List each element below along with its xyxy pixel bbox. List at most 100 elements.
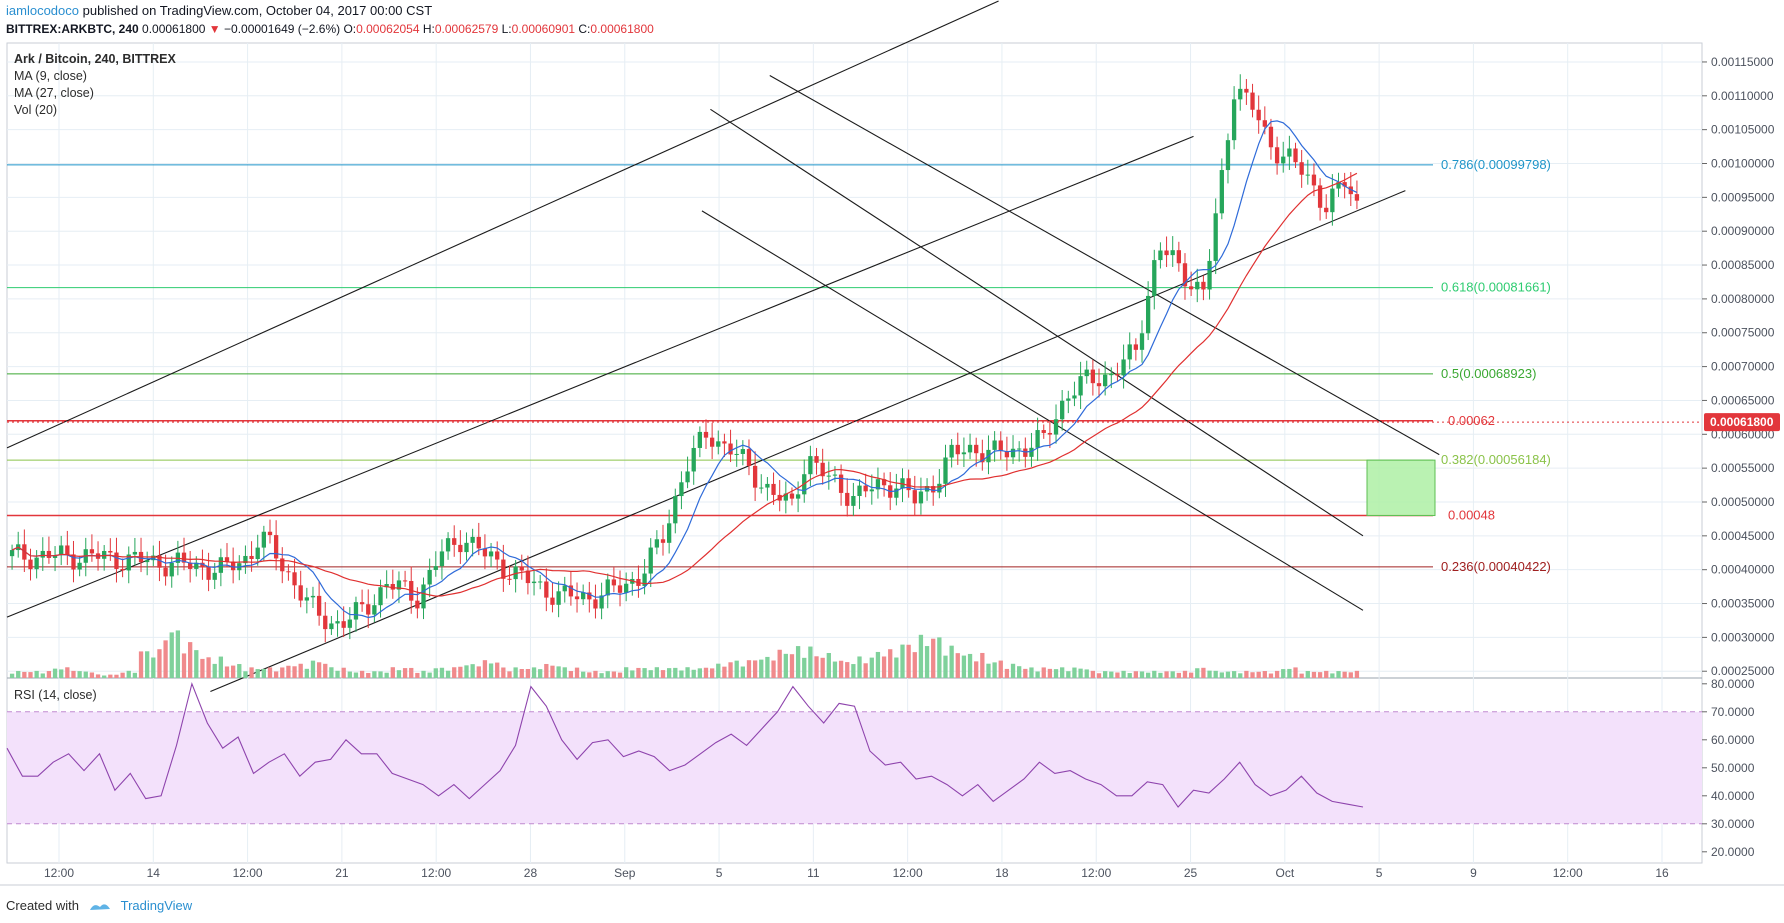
volume-bar xyxy=(1035,671,1040,678)
candle-body xyxy=(1354,194,1360,201)
publish-line: iamlocodoco published on TradingView.com… xyxy=(6,2,432,20)
price-tick-label: 0.00085000 xyxy=(1711,258,1775,272)
volume-bar xyxy=(525,669,531,678)
volume-bar xyxy=(126,670,131,678)
candle-body xyxy=(157,555,162,568)
candle-body xyxy=(992,440,997,450)
candle-body xyxy=(304,597,309,601)
volume-bar xyxy=(421,670,426,678)
candle-body xyxy=(341,621,346,628)
trend-channel-line xyxy=(6,0,999,449)
candle-body xyxy=(949,444,954,458)
candle-body xyxy=(114,552,119,569)
rsi-legend[interactable]: RSI (14, close) xyxy=(14,688,97,702)
volume-bar xyxy=(1354,670,1360,678)
time-tick-label: 5 xyxy=(1376,866,1383,880)
candle-body xyxy=(974,444,979,454)
close-value: 0.00061800 xyxy=(590,22,654,36)
volume-bar xyxy=(992,662,997,678)
candle-body xyxy=(335,621,340,624)
trend-channel-line xyxy=(6,135,1194,618)
open-value: 0.00062054 xyxy=(356,22,420,36)
tradingview-link[interactable]: TradingView xyxy=(120,898,193,913)
volume-bar xyxy=(937,637,942,678)
volume-bar xyxy=(759,659,764,678)
candle-body xyxy=(292,572,297,586)
candle-body xyxy=(1311,174,1317,186)
volume-bar xyxy=(587,672,592,678)
volume-bar xyxy=(845,662,850,678)
candle-body xyxy=(261,531,266,548)
candle-body xyxy=(746,449,752,466)
volume-bar xyxy=(1176,672,1181,678)
time-tick-label: 5 xyxy=(716,866,723,880)
ma9-line xyxy=(11,120,1358,619)
candle-body xyxy=(224,557,230,562)
volume-bar xyxy=(789,654,795,678)
volume-bar xyxy=(1201,667,1206,678)
candle-body xyxy=(482,548,488,557)
volume-bar xyxy=(200,658,205,678)
author-link[interactable]: iamlocodoco xyxy=(6,3,79,18)
time-tick-label: 12:00 xyxy=(233,866,263,880)
volume-bar xyxy=(439,667,445,678)
volume-bar xyxy=(1342,671,1347,678)
volume-bar xyxy=(986,663,991,678)
candle-body xyxy=(181,552,187,563)
candle-body xyxy=(722,441,727,444)
candle-body xyxy=(845,492,850,506)
candle-body xyxy=(1145,295,1151,334)
volume-legend[interactable]: Vol (20) xyxy=(14,103,58,117)
candle-body xyxy=(691,447,696,472)
volume-bar xyxy=(169,632,174,678)
candle-body xyxy=(273,535,279,559)
candle-body xyxy=(642,573,647,586)
candle-body xyxy=(943,457,948,484)
volume-bar xyxy=(716,663,721,678)
ma27-legend[interactable]: MA (27, close) xyxy=(14,86,94,100)
symbol-label: BITTREX:ARKBTC, 240 xyxy=(6,22,139,36)
volume-bar xyxy=(16,670,21,678)
volume-bar xyxy=(1250,672,1255,678)
volume-bar xyxy=(261,668,266,678)
candle-body xyxy=(421,584,426,609)
ma9-legend[interactable]: MA (9, close) xyxy=(14,69,87,83)
volume-bar xyxy=(1023,668,1028,678)
volume-bar xyxy=(22,671,27,678)
volume-bar xyxy=(1317,672,1323,678)
volume-bar xyxy=(476,666,481,678)
volume-bar xyxy=(445,670,451,678)
volume-bar xyxy=(728,662,733,678)
volume-bar xyxy=(1115,672,1120,678)
price-change: −0.00001649 (−2.6%) xyxy=(224,22,341,36)
volume-bar xyxy=(1084,669,1089,678)
volume-bar xyxy=(507,671,512,678)
volume-bar xyxy=(740,666,745,678)
volume-bar xyxy=(1060,667,1065,678)
high-value: 0.00062579 xyxy=(434,22,499,36)
volume-bar xyxy=(660,670,666,678)
candle-body xyxy=(1158,250,1163,261)
volume-bar xyxy=(1078,668,1083,678)
volume-bar xyxy=(464,665,469,678)
candle-body xyxy=(1023,448,1028,457)
candle-body xyxy=(1250,92,1255,110)
price-tick-label: 0.00100000 xyxy=(1711,157,1775,171)
candle-body xyxy=(851,496,856,506)
candle-body xyxy=(648,547,653,574)
volume-bar xyxy=(95,674,101,678)
volume-bar xyxy=(341,667,346,678)
price-tick-label: 0.00065000 xyxy=(1711,393,1775,407)
volume-bar xyxy=(359,670,365,678)
ma27-line xyxy=(11,172,1358,597)
high-label: H: xyxy=(422,22,435,36)
candle-body xyxy=(513,566,518,580)
volume-bar xyxy=(1053,669,1059,678)
candle-body xyxy=(1164,250,1169,256)
price-tick-label: 0.00040000 xyxy=(1711,563,1775,577)
candle-body xyxy=(1330,188,1335,213)
volume-bar xyxy=(188,642,193,678)
volume-bar xyxy=(869,657,874,678)
candle-body xyxy=(869,489,874,492)
